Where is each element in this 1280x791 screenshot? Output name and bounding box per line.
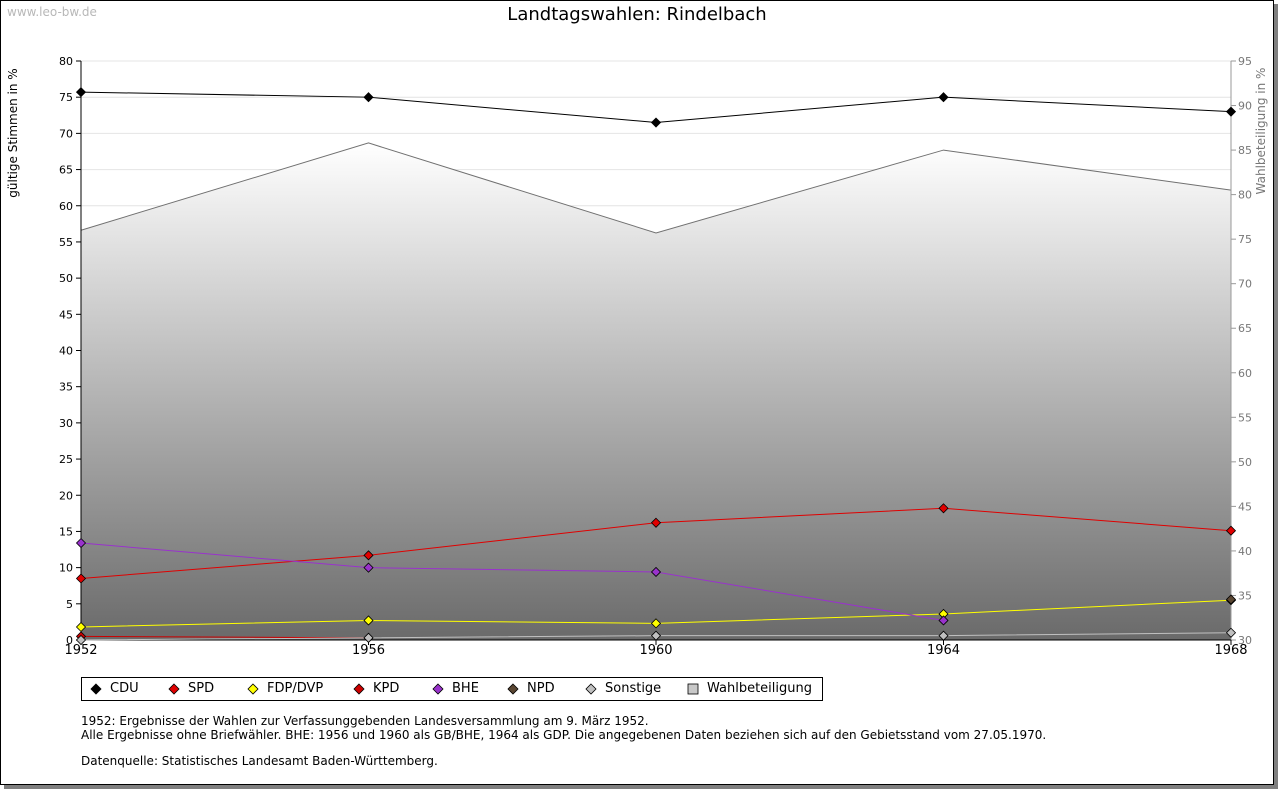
y-axis-label: gültige Stimmen in % (6, 68, 20, 197)
legend-swatch-cdu (90, 683, 102, 695)
point-fdp-dvp (363, 615, 374, 626)
point-bhe (938, 615, 949, 626)
y2-axis-label: Wahlbeteiligung in % (1254, 68, 1268, 195)
x-tick-label: 1968 (1214, 643, 1247, 658)
y2-tick-label: 90 (1238, 100, 1252, 113)
axes: 0 5 10 15 20 25 30 35 40 45 50 55 60 65 70 75 80 30 35 40 45… (59, 55, 1252, 658)
y-tick-label: 65 (59, 164, 73, 177)
y2-tick-label: 75 (1238, 233, 1252, 246)
turnout-area-layer (80, 142, 1232, 640)
point-cdu (650, 117, 662, 128)
y-tick-label: 45 (59, 308, 73, 321)
y2-tick-label: 60 (1238, 367, 1252, 380)
series-line-kpd (80, 635, 369, 639)
y-tick-label: 35 (59, 381, 73, 394)
series-layer (75, 87, 1237, 646)
legend-swatch-npd (507, 683, 519, 695)
point-spd (363, 550, 374, 561)
y2-tick-label: 80 (1238, 189, 1252, 202)
point-sonstige (1225, 627, 1237, 638)
x-tick-label: 1956 (352, 643, 385, 658)
legend-label: FDP/DVP (267, 681, 324, 696)
turnout-line (80, 142, 1232, 234)
y-tick-label: 55 (59, 236, 73, 249)
turnout-area (81, 142, 1231, 640)
chart-title: Landtagswahlen: Rindelbach (507, 4, 767, 25)
y-tick-label: 80 (59, 55, 73, 68)
y-tick-label: 0 (66, 634, 73, 647)
legend-label: SPD (188, 681, 215, 696)
note-line-1: 1952: Ergebnisse der Wahlen zur Verfassu… (81, 714, 649, 728)
y2-tick-label: 50 (1238, 456, 1252, 469)
legend-swatch-kpd (353, 683, 365, 695)
y2-tick-label: 65 (1238, 322, 1252, 335)
point-spd (650, 517, 662, 528)
y2-tick-label: 35 (1238, 589, 1252, 602)
point-bhe (650, 566, 662, 578)
point-bhe (75, 537, 87, 549)
x-tick-label: 1952 (64, 643, 97, 658)
point-cdu (1225, 106, 1237, 117)
point-npd (1225, 594, 1237, 605)
legend-label: NPD (527, 681, 555, 696)
point-cdu (938, 92, 949, 103)
y2-tick-label: 30 (1238, 634, 1252, 647)
y-tick-label: 5 (66, 598, 73, 611)
y2-tick-label: 70 (1238, 278, 1252, 291)
y-tick-label: 50 (59, 272, 73, 285)
y2-tick-label: 85 (1238, 144, 1252, 157)
legend-swatch-wahlbeteiligung (687, 683, 699, 695)
series-line-bhe (80, 542, 944, 621)
point-spd (75, 573, 87, 584)
watermark: www.leo-bw.de (7, 5, 97, 19)
y-tick-label: 25 (59, 453, 73, 466)
y-tick-label: 60 (59, 200, 73, 213)
note-line-2: Alle Ergebnisse ohne Briefwähler. BHE: 1… (81, 728, 1047, 742)
legend-swatch-bhe (432, 683, 444, 695)
y2-tick-label: 40 (1238, 545, 1252, 558)
legend-swatch-spd (168, 683, 180, 695)
point-spd (938, 503, 949, 514)
point-sonstige (938, 630, 949, 641)
legend-swatch-sonstige (585, 683, 597, 695)
y2-tick-label: 95 (1238, 55, 1252, 68)
y-tick-label: 15 (59, 525, 73, 538)
y-tick-label: 40 (59, 345, 73, 358)
y-tick-label: 75 (59, 91, 73, 104)
legend-label: CDU (110, 681, 139, 696)
point-sonstige (363, 632, 374, 643)
y-tick-label: 70 (59, 127, 73, 140)
source-note: Datenquelle: Statistisches Landesamt Bad… (81, 754, 438, 768)
y-tick-label: 20 (59, 489, 73, 502)
point-cdu (75, 87, 87, 98)
legend-label: Sonstige (605, 681, 662, 696)
y2-tick-label: 55 (1238, 411, 1252, 424)
legend: CDU SPD FDP/DVP KPD BHE NPD Sonstige Wahlbeteil… (81, 677, 823, 701)
point-sonstige (75, 634, 87, 646)
point-spd (1225, 525, 1237, 536)
y2-tick-label: 45 (1238, 500, 1252, 513)
y-tick-label: 10 (59, 562, 73, 575)
x-tick-label: 1964 (927, 643, 960, 658)
legend-label: BHE (452, 681, 479, 696)
point-sonstige (650, 630, 662, 641)
point-cdu (363, 92, 374, 103)
y-tick-label: 30 (59, 417, 73, 430)
legend-label: KPD (373, 681, 400, 696)
legend-label: Wahlbeteiligung (707, 681, 813, 696)
legend-swatch-fdp-dvp (247, 683, 259, 695)
point-bhe (363, 562, 374, 573)
x-tick-label: 1960 (639, 643, 672, 658)
point-fdp-dvp (650, 618, 662, 629)
